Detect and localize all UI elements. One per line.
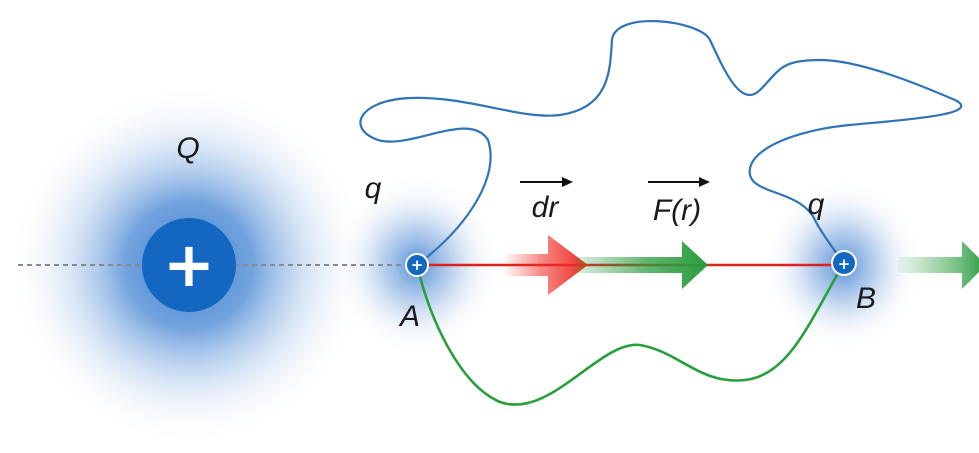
test-charge-a: [405, 253, 429, 277]
test-charge-a-plus-icon: +: [411, 256, 424, 274]
displacement-arrow: [503, 235, 588, 295]
force-vector-overarrow: [648, 177, 710, 187]
label-test-charge-a: q: [365, 172, 382, 205]
label-point-a: A: [398, 300, 420, 333]
label-test-charge-b: q: [808, 188, 825, 221]
label-displacement: dr: [532, 191, 560, 224]
source-charge-plus-icon: +: [163, 228, 215, 301]
label-source-charge: Q: [176, 132, 199, 165]
label-point-b: B: [856, 282, 876, 315]
test-charge-b-plus-icon: +: [838, 255, 851, 273]
path-curve-blue: [359, 20, 963, 266]
path-curve-green: [415, 264, 845, 406]
source-charge: [142, 218, 236, 312]
test-charge-b: [831, 250, 857, 276]
displacement-vector-overarrow: [520, 177, 573, 187]
force-arrow-at-b: [898, 241, 979, 289]
label-force: F(r): [653, 194, 701, 227]
force-arrow: [575, 241, 708, 289]
